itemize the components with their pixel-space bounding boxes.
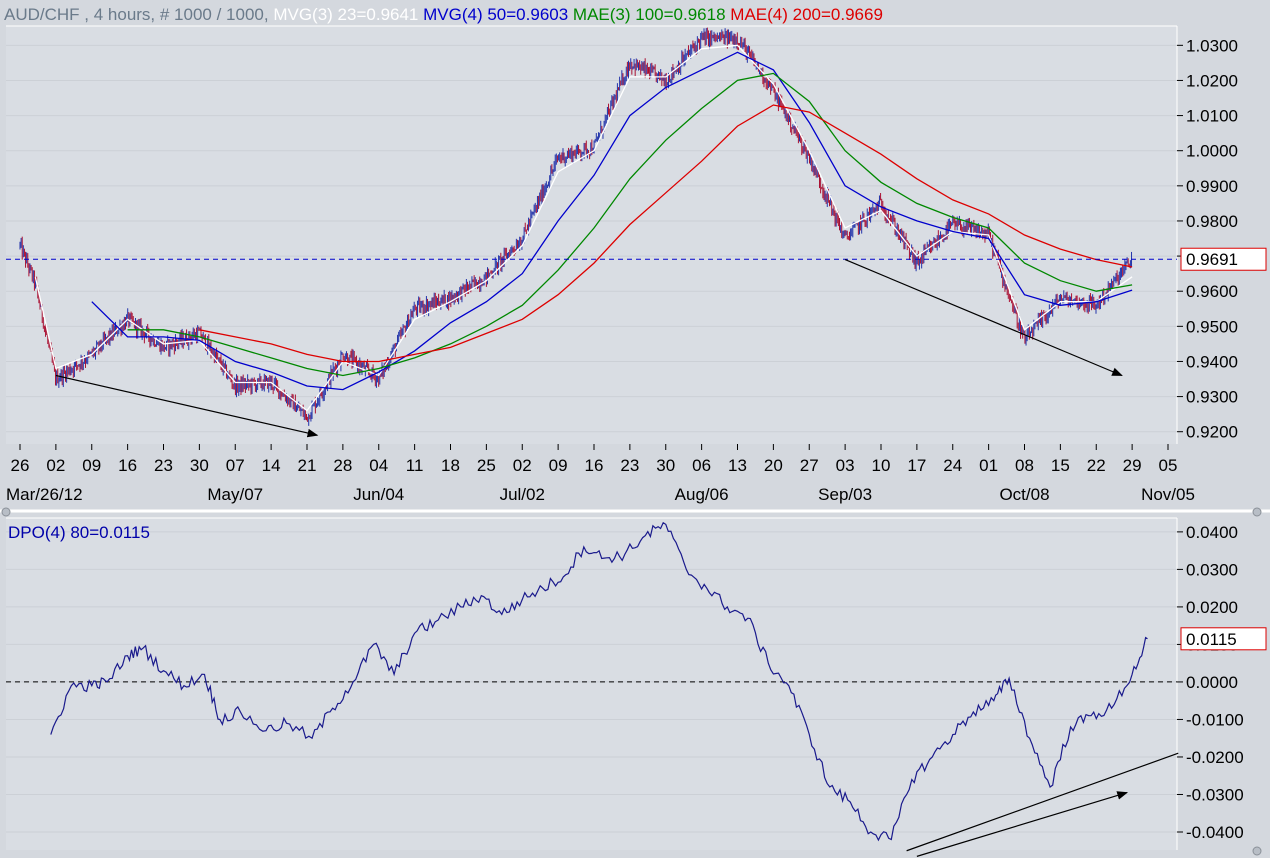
x-day-label: 02: [513, 456, 532, 475]
x-day-label: 09: [82, 456, 101, 475]
x-month-label: Mar/26/12: [6, 485, 83, 504]
x-day-label: 02: [46, 456, 65, 475]
x-day-label: 26: [11, 456, 30, 475]
dpo-tick-label: -0.0300: [1186, 785, 1244, 804]
price-tick-label: 0.9900: [1186, 177, 1238, 196]
x-day-label: 25: [477, 456, 496, 475]
price-tick-label: 1.0300: [1186, 36, 1238, 55]
x-day-label: 11: [406, 456, 424, 475]
x-day-label: 07: [226, 456, 245, 475]
x-day-label: 15: [1051, 456, 1070, 475]
header-study-mae4: MAE(4) 200=0.9669: [730, 5, 883, 24]
panel-control-dot-bottom-right[interactable]: [1252, 846, 1262, 856]
x-day-label: 04: [369, 456, 388, 475]
x-day-label: 01: [979, 456, 998, 475]
price-tick-label: 0.9200: [1186, 423, 1238, 442]
series-mae-3-100: [127, 72, 1133, 377]
price-tick-label: 0.9600: [1186, 282, 1238, 301]
dpo-tick-label: 0.0400: [1186, 523, 1238, 542]
x-day-label: 18: [441, 456, 460, 475]
price-trend-arrow: [55, 374, 319, 438]
x-day-label: 29: [1123, 456, 1142, 475]
price-tick-label: 0.9500: [1186, 317, 1238, 336]
price-tick-label: 0.9300: [1186, 388, 1238, 407]
x-day-label: 20: [764, 456, 783, 475]
price-trend-arrow: [844, 259, 1123, 377]
x-day-label: 08: [1015, 456, 1034, 475]
price-tick-label: 0.9800: [1186, 212, 1238, 231]
price-last-value: 0.9691: [1186, 250, 1238, 269]
x-month-label: Sep/03: [818, 485, 872, 504]
header-study-mvg3: MVG(3) 23=0.9641: [273, 5, 418, 24]
x-day-label: 21: [298, 456, 317, 475]
price-tick-label: 1.0200: [1186, 71, 1238, 90]
dpo-trend-line: [906, 752, 1179, 852]
x-day-label: 16: [118, 456, 137, 475]
header-symbol: AUD/CHF: [4, 5, 80, 24]
x-day-label: 22: [1087, 456, 1106, 475]
x-month-label: Jun/04: [353, 485, 404, 504]
dpo-trend-line: [916, 791, 1129, 857]
x-day-label: 23: [154, 456, 173, 475]
x-day-label: 06: [692, 456, 711, 475]
x-day-label: 28: [333, 456, 352, 475]
x-day-label: 16: [585, 456, 604, 475]
x-day-label: 23: [620, 456, 639, 475]
x-month-label: Oct/08: [999, 485, 1049, 504]
chart-header: AUD/CHF , 4 hours, # 1000 / 1000, MVG(3)…: [4, 5, 883, 24]
x-day-label: 03: [836, 456, 855, 475]
dpo-last-value: 0.0115: [1186, 630, 1237, 649]
series-dpo-4-80: [50, 521, 1148, 842]
x-day-label: 30: [656, 456, 675, 475]
series-mvg-4-50: [91, 51, 1133, 391]
series-mae-4-200: [199, 104, 1133, 363]
dpo-tick-label: 0.0300: [1186, 560, 1238, 579]
x-month-label: Aug/06: [675, 485, 729, 504]
dpo-tick-label: -0.0100: [1186, 710, 1244, 729]
x-day-label: 24: [943, 456, 962, 475]
dpo-title: DPO(4) 80=0.0115: [8, 523, 150, 542]
dpo-tick-label: -0.0400: [1186, 823, 1244, 842]
panel-control-dot-top-right[interactable]: [1252, 507, 1262, 517]
dpo-tick-label: 0.0200: [1186, 598, 1238, 617]
x-day-label: 17: [907, 456, 926, 475]
header-study-mae3: MAE(3) 100=0.9618: [573, 5, 726, 24]
dpo-last-value-box: [1180, 627, 1267, 651]
x-day-label: 05: [1159, 456, 1178, 475]
x-month-label: Jul/02: [500, 485, 545, 504]
series-mvg-3-23: [34, 44, 1133, 412]
indicator-panel-background: [6, 518, 1177, 850]
x-day-label: 10: [872, 456, 891, 475]
price-tick-label: 1.0100: [1186, 107, 1238, 126]
x-day-label: 27: [800, 456, 819, 475]
price-tick-label: 1.0000: [1186, 142, 1238, 161]
header-info: , 4 hours, # 1000 / 1000,: [80, 5, 269, 24]
dpo-tick-label: -0.0200: [1186, 748, 1244, 767]
price-last-value-box: [1180, 247, 1267, 271]
x-day-label: 14: [262, 456, 281, 475]
price-panel-background: [6, 26, 1177, 444]
dpo-tick-label: 0.0000: [1186, 673, 1238, 692]
x-day-label: 30: [190, 456, 209, 475]
panel-control-dot-top-left[interactable]: [1, 507, 11, 517]
x-day-label: 09: [549, 456, 568, 475]
x-month-label: Nov/05: [1141, 485, 1195, 504]
x-month-label: May/07: [207, 485, 263, 504]
header-study-mvg4: MVG(4) 50=0.9603: [423, 5, 568, 24]
x-day-label: 13: [728, 456, 747, 475]
price-tick-label: 0.9400: [1186, 352, 1238, 371]
